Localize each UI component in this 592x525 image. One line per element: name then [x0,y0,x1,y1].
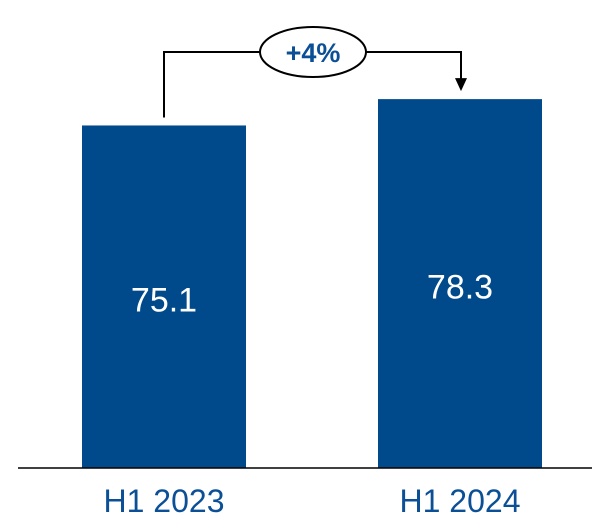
bar-1 [378,99,542,468]
change-bubble [259,26,367,78]
category-label-0: H1 2023 [104,483,225,519]
change-label: +4% [286,38,341,68]
bar-value-label-0: 75.1 [131,282,197,320]
change-annotation: +4% [163,26,467,118]
bars-layer [82,99,542,468]
category-label-1: H1 2024 [400,483,521,519]
change-arrowhead [455,78,467,92]
bar-0 [82,125,246,468]
bar-value-label-1: 78.3 [427,269,493,307]
labels-layer: 75.1 H1 2023 78.3 H1 2024 [104,269,521,519]
